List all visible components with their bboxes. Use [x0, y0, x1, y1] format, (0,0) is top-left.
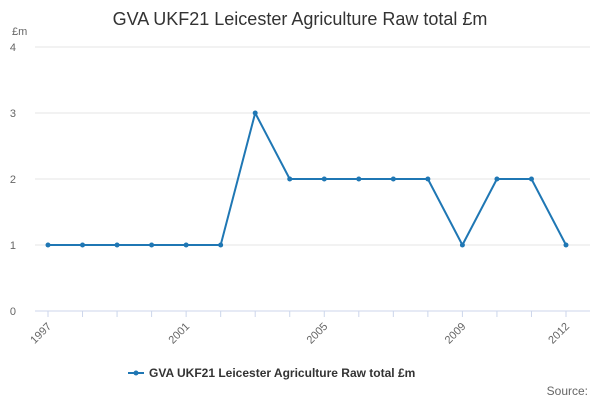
data-point-2001 [183, 242, 189, 248]
x-tick-label-2001: 2001 [166, 321, 192, 347]
x-tick-label-2012: 2012 [546, 321, 572, 347]
y-tick-label-2: 2 [10, 174, 16, 186]
legend-label: GVA UKF21 Leicester Agriculture Raw tota… [149, 366, 415, 380]
data-point-2004 [287, 176, 293, 182]
data-point-2011 [528, 176, 534, 182]
source-label: Source: [547, 384, 588, 398]
data-point-1999 [114, 242, 120, 248]
x-axis-ticks: 1997 2001 2005 2009 2012 [28, 311, 572, 346]
y-tick-label-4: 4 [10, 42, 16, 54]
x-tick-label-1997: 1997 [28, 321, 54, 347]
data-point-2002 [218, 242, 224, 248]
y-axis-unit-label: £m [12, 26, 27, 38]
series-line-0 [48, 112, 567, 246]
data-point-2007 [390, 176, 396, 182]
data-point-2010 [494, 176, 500, 182]
y-tick-label-0: 0 [10, 306, 16, 318]
x-tick-label-2009: 2009 [443, 321, 469, 347]
legend-marker [133, 370, 139, 376]
data-point-2006 [356, 176, 362, 182]
y-tick-label-1: 1 [10, 240, 16, 252]
y-tick-label-3: 3 [10, 108, 16, 120]
data-point-2005 [321, 176, 327, 182]
data-point-2008 [425, 176, 431, 182]
legend[interactable]: GVA UKF21 Leicester Agriculture Raw tota… [128, 366, 415, 380]
y-axis-ticks: 0 1 2 3 4 [10, 42, 16, 318]
x-tick-label-2005: 2005 [305, 321, 331, 347]
data-point-1997 [45, 242, 51, 248]
series-layer [45, 110, 569, 248]
data-point-2012 [563, 242, 569, 248]
data-point-2003 [252, 110, 258, 116]
data-point-1998 [80, 242, 86, 248]
data-point-2000 [149, 242, 155, 248]
data-point-2009 [459, 242, 465, 248]
chart-title: GVA UKF21 Leicester Agriculture Raw tota… [113, 9, 488, 29]
